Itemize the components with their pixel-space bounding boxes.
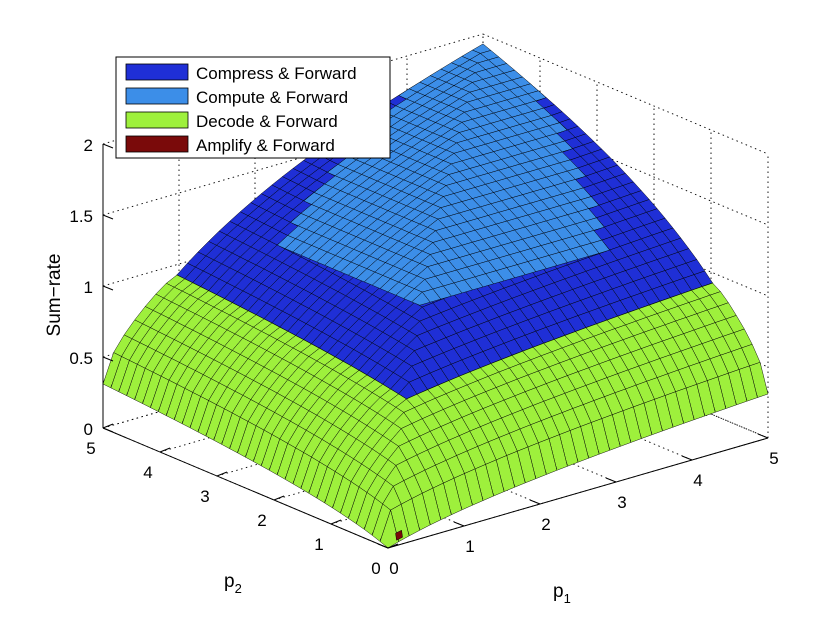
z-tick-label: 2: [84, 136, 93, 155]
amplify-forward-patch: [395, 529, 403, 541]
surface-meshes: [102, 43, 769, 549]
x-tick-mark: [757, 433, 769, 439]
y-tick-mark: [159, 447, 171, 453]
legend-entry: Compute & Forward: [125, 87, 348, 107]
z-tick-mark: [102, 143, 114, 149]
legend-swatch-compute: [125, 87, 189, 105]
legend-label: Compute & Forward: [196, 88, 348, 107]
x-axis-label: p1: [553, 581, 571, 606]
decode-forward-cell: [379, 509, 399, 549]
legend: Compress & Forward Compute & Forward Dec…: [115, 56, 391, 159]
y-axis-label-subscript: 2: [235, 581, 242, 596]
y-tick-label: 1: [314, 535, 323, 554]
y-tick-mark: [102, 423, 114, 429]
z-tick-label: 0.5: [69, 349, 93, 368]
legend-label: Decode & Forward: [196, 112, 338, 131]
axes-frame: [102, 143, 769, 549]
legend-swatch-decode: [125, 111, 189, 129]
z-tick-label: 1.5: [69, 207, 93, 226]
x-axis-label-base: p: [553, 581, 564, 602]
z-tick-mark: [102, 356, 114, 362]
legend-entry: Amplify & Forward: [125, 135, 335, 155]
legend-entry: Decode & Forward: [125, 111, 338, 131]
legend-label: Compress & Forward: [196, 64, 357, 83]
z-axis-label: Sum−rate: [44, 254, 65, 337]
x-tick-label: 4: [693, 471, 702, 490]
x-axis-label-subscript: 1: [564, 591, 571, 606]
y-axis-label: p2: [224, 571, 242, 596]
gridline: [102, 104, 484, 216]
z-tick-mark: [102, 285, 114, 291]
z-tick-mark: [102, 214, 114, 220]
y-tick-label: 0: [371, 559, 380, 578]
x-tick-mark: [453, 521, 465, 527]
x-tick-label: 2: [541, 515, 550, 534]
legend-label: Amplify & Forward: [196, 136, 335, 155]
y-tick-mark: [330, 519, 342, 525]
x-tick-label: 5: [769, 449, 778, 468]
compute-forward-cell: [411, 291, 431, 306]
x-tick-label: 3: [617, 493, 626, 512]
y-tick-mark: [216, 471, 228, 477]
x-tick-mark: [377, 543, 389, 549]
y-tick-label: 3: [200, 487, 209, 506]
legend-swatch-compress: [125, 63, 189, 81]
gridline: [102, 175, 484, 287]
x-axis-line: [387, 437, 769, 549]
x-tick-label: 0: [389, 559, 398, 578]
y-axis-label-base: p: [224, 571, 235, 592]
y-tick-label: 2: [257, 511, 266, 530]
y-tick-mark: [387, 543, 399, 549]
x-tick-label: 1: [465, 537, 474, 556]
x-tick-mark: [681, 455, 693, 461]
z-tick-mark: [102, 427, 114, 433]
legend-entry: Compress & Forward: [125, 63, 357, 83]
x-tick-mark: [605, 477, 617, 483]
z-tick-label: 0: [84, 420, 93, 439]
y-tick-label: 5: [86, 439, 95, 458]
legend-swatch-amplify: [125, 135, 189, 153]
y-axis-line: [102, 427, 389, 549]
z-tick-label: 1: [84, 278, 93, 297]
y-tick-mark: [273, 495, 285, 501]
x-tick-mark: [529, 499, 541, 505]
y-tick-label: 4: [143, 463, 152, 482]
